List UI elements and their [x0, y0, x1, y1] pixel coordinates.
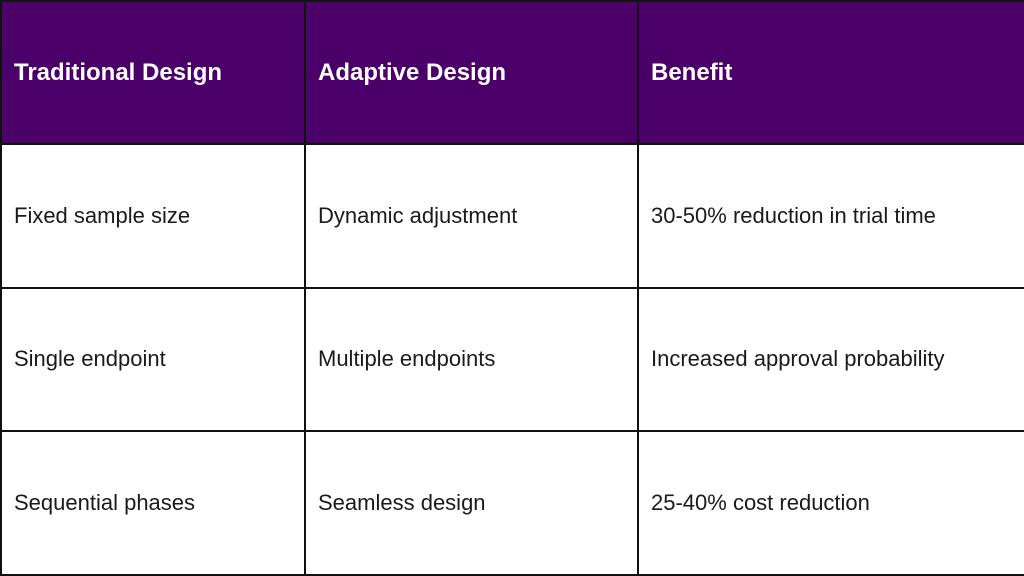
table-row: Sequential phases Seamless design 25-40%…	[0, 430, 1024, 576]
table-row: Fixed sample size Dynamic adjustment 30-…	[0, 143, 1024, 289]
table-cell-benefit: 30-50% reduction in trial time	[637, 143, 1024, 289]
table-cell-benefit: Increased approval probability	[637, 286, 1024, 433]
table-row: Single endpoint Multiple endpoints Incre…	[0, 286, 1024, 433]
table-cell-adaptive: Seamless design	[304, 430, 639, 576]
table-cell-adaptive: Multiple endpoints	[304, 286, 639, 433]
table-cell-traditional: Fixed sample size	[0, 143, 306, 289]
table-cell-traditional: Sequential phases	[0, 430, 306, 576]
table-cell-traditional: Single endpoint	[0, 286, 306, 433]
table-cell-benefit: 25-40% cost reduction	[637, 430, 1024, 576]
table-cell-adaptive: Dynamic adjustment	[304, 143, 639, 289]
header-benefit: Benefit	[637, 0, 1024, 145]
header-adaptive-design: Adaptive Design	[304, 0, 639, 145]
header-traditional-design: Traditional Design	[0, 0, 306, 145]
table-header-row: Traditional Design Adaptive Design Benef…	[0, 0, 1024, 145]
